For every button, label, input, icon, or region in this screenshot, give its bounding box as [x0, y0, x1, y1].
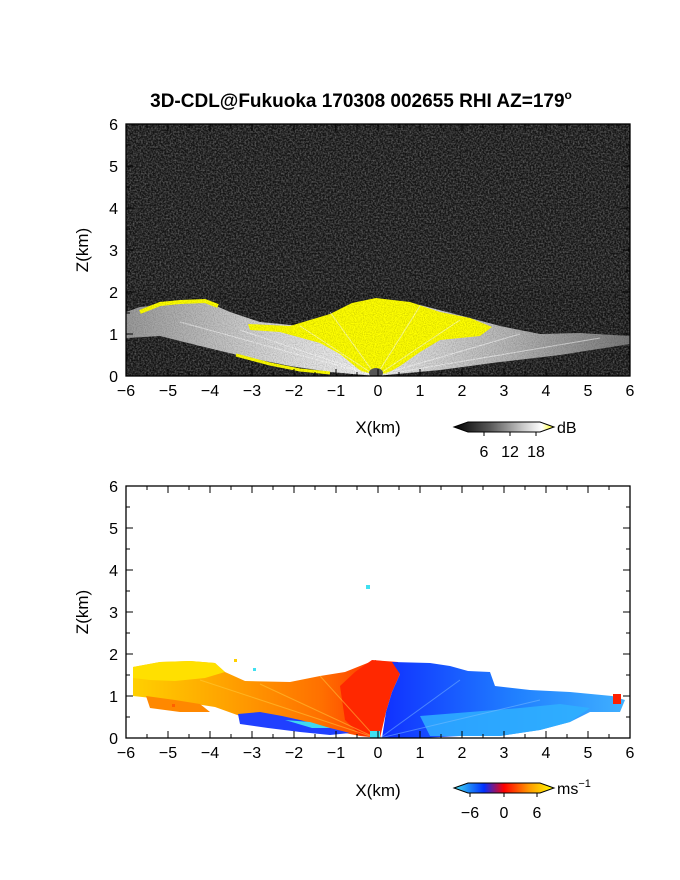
snr-site-marker — [369, 368, 383, 376]
velocity-x-tick-label: 0 — [374, 745, 383, 762]
snr-y-tick-label: 5 — [109, 159, 118, 176]
velocity-x-tick-label: −3 — [243, 745, 261, 762]
velocity-colorbar-tick-labels: −6 0 6 — [461, 805, 542, 822]
velocity-colorbar-ticks — [469, 793, 538, 797]
figure-title: 3D-CDL@Fukuoka 170308 002655 RHI AZ=179o — [150, 88, 572, 112]
velocity-y-tick-label: 2 — [109, 647, 118, 664]
snr-x-tick-label: −5 — [159, 383, 177, 400]
velocity-x-tick-label: −2 — [285, 745, 303, 762]
velocity-region-cyan-low — [285, 720, 330, 728]
snr-colorbar-tick-label: 18 — [527, 444, 545, 461]
snr-colorbar-unit: dB — [557, 420, 577, 437]
snr-colorbar: dB 6 12 18 — [452, 420, 577, 461]
velocity-region-yellow — [133, 661, 225, 681]
snr-x-tick-label: 0 — [374, 383, 383, 400]
snr-y-tick-label: 4 — [109, 201, 118, 218]
snr-colorbar-tick-label: 6 — [480, 444, 489, 461]
snr-x-tick-label: −2 — [285, 383, 303, 400]
velocity-y-tick-label: 5 — [109, 521, 118, 538]
snr-x-tick-label: −3 — [243, 383, 261, 400]
snr-x-axis-label: X(km) — [355, 418, 400, 437]
snr-x-tick-label: −1 — [327, 383, 345, 400]
velocity-y-tick-label: 6 — [109, 479, 118, 496]
velocity-x-tick-label: 1 — [416, 745, 425, 762]
velocity-region-red-right — [613, 694, 621, 704]
snr-y-tick-label: 2 — [109, 285, 118, 302]
velocity-region-red-core — [340, 660, 400, 738]
velocity-axis-ticks — [125, 485, 631, 739]
velocity-colorbar-tick-label: 6 — [533, 805, 542, 822]
velocity-y-tick-label: 4 — [109, 563, 118, 580]
snr-x-tick-label: 1 — [416, 383, 425, 400]
velocity-isolated-pixel — [366, 585, 370, 589]
snr-x-tick-label: 5 — [584, 383, 593, 400]
velocity-y-tick-label: 1 — [109, 689, 118, 706]
velocity-axis-tick-labels: −6 −5 −4 −3 −2 −1 0 1 2 3 4 5 6 0 1 2 3 4 5 6 — [109, 479, 634, 762]
velocity-region-cyan-band — [420, 704, 590, 736]
snr-y-tick-label: 3 — [109, 243, 118, 260]
snr-colorbar-tick-labels: 6 12 18 — [480, 444, 545, 461]
snr-axis-ticks — [125, 123, 631, 377]
snr-y-tick-label: 0 — [109, 369, 118, 386]
snr-colorbar-ticks — [483, 432, 537, 436]
snr-y-tick-label: 6 — [109, 117, 118, 134]
velocity-region-blue-low — [238, 712, 350, 735]
velocity-isolated-pixel — [253, 668, 256, 671]
velocity-y-tick-label: 0 — [109, 731, 118, 748]
snr-x-tick-label: 3 — [500, 383, 509, 400]
velocity-x-tick-label: −5 — [159, 745, 177, 762]
snr-x-tick-label: −6 — [117, 383, 135, 400]
velocity-isolated-pixel — [172, 704, 175, 707]
velocity-colorbar-tick-label: −6 — [461, 805, 479, 822]
velocity-x-tick-label: 4 — [542, 745, 551, 762]
snr-x-tick-label: 4 — [542, 383, 551, 400]
velocity-isolated-pixel — [234, 659, 237, 662]
velocity-x-tick-label: −6 — [117, 745, 135, 762]
velocity-radial-streaks — [199, 675, 377, 738]
snr-y-axis-label: Z(km) — [73, 228, 92, 272]
velocity-y-tick-label: 3 — [109, 605, 118, 622]
snr-colorbar-tick-label: 12 — [501, 444, 519, 461]
snr-axis-tick-labels: −6 −5 −4 −3 −2 −1 0 1 2 3 4 5 6 0 1 2 3 4 5 6 — [109, 117, 634, 400]
velocity-colorbar-unit: ms−1 — [557, 778, 591, 798]
velocity-colorbar: ms−1 −6 0 6 — [452, 778, 591, 822]
velocity-x-tick-label: 2 — [458, 745, 467, 762]
velocity-x-tick-label: 5 — [584, 745, 593, 762]
snr-grain — [126, 290, 630, 376]
snr-y-tick-label: 1 — [109, 327, 118, 344]
velocity-region-orange-fringe — [146, 696, 210, 712]
snr-x-tick-label: 2 — [458, 383, 467, 400]
velocity-y-axis-label: Z(km) — [73, 590, 92, 634]
velocity-x-tick-label: 6 — [626, 745, 635, 762]
velocity-x-tick-label: −1 — [327, 745, 345, 762]
velocity-colorbar-bar — [452, 782, 556, 794]
snr-colorbar-bar — [452, 421, 556, 433]
snr-x-tick-label: 6 — [626, 383, 635, 400]
snr-x-tick-label: −4 — [201, 383, 219, 400]
velocity-colorbar-tick-label: 0 — [500, 805, 509, 822]
velocity-panel: −6 −5 −4 −3 −2 −1 0 1 2 3 4 5 6 0 1 2 3 4 5 6 X(km) Z(km) m… — [73, 479, 635, 822]
velocity-site-marker — [370, 731, 380, 738]
velocity-x-axis-label: X(km) — [355, 781, 400, 800]
velocity-x-tick-label: 3 — [500, 745, 509, 762]
velocity-x-tick-label: −4 — [201, 745, 219, 762]
